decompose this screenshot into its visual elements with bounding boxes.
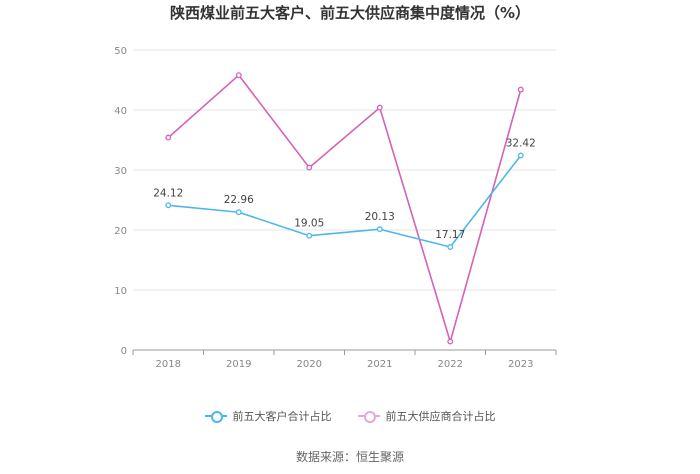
data-label: 20.13 bbox=[365, 211, 395, 223]
series-1-point bbox=[235, 72, 242, 79]
series-0-point bbox=[517, 152, 524, 159]
data-source: 数据来源：恒生聚源 bbox=[295, 450, 404, 464]
data-label: 24.12 bbox=[153, 187, 183, 199]
series-0-point bbox=[447, 244, 454, 250]
legend-marker-customers bbox=[204, 410, 227, 423]
legend: 前五大客户合计占比 前五大供应商合计占比 bbox=[0, 408, 700, 424]
y-tick-label: 50 bbox=[114, 46, 127, 57]
chart-title: 陕西煤业前五大客户、前五大供应商集中度情况（%） bbox=[169, 4, 531, 22]
gridlines bbox=[133, 49, 556, 291]
x-tick-label: 2018 bbox=[156, 359, 181, 370]
data-label: 17.17 bbox=[435, 229, 465, 241]
legend-label-suppliers: 前五大供应商合计占比 bbox=[385, 410, 496, 423]
y-tick-label: 40 bbox=[114, 106, 127, 117]
series-1-point bbox=[447, 338, 454, 345]
y-tick-label: 30 bbox=[114, 166, 127, 177]
data-label: 32.42 bbox=[506, 137, 536, 149]
y-tick-label: 10 bbox=[114, 286, 127, 297]
legend-item-customers[interactable]: 前五大客户合计占比 bbox=[204, 408, 332, 424]
series-0-point bbox=[376, 226, 383, 233]
x-tick-label: 2021 bbox=[367, 359, 392, 370]
series-line-0 bbox=[168, 154, 522, 248]
series-0-point bbox=[165, 202, 172, 209]
legend-label-customers: 前五大客户合计占比 bbox=[232, 410, 332, 423]
x-tick-label: 2019 bbox=[226, 359, 251, 370]
y-tick-label: 20 bbox=[114, 226, 127, 237]
x-tick-label: 2020 bbox=[297, 359, 322, 370]
x-tick-label: 2022 bbox=[438, 359, 463, 370]
y-tick-label: 0 bbox=[121, 346, 127, 357]
series-1-point bbox=[306, 164, 313, 171]
data-label: 19.05 bbox=[294, 218, 324, 230]
data-label: 22.96 bbox=[224, 194, 254, 206]
axes: 0 10 20 30 40 50 2018 2019 2020 2021 2022 2023 bbox=[114, 46, 557, 370]
series-line-1 bbox=[167, 74, 522, 345]
series-0-point bbox=[306, 232, 313, 239]
x-tick-label: 2023 bbox=[508, 359, 533, 370]
series bbox=[165, 72, 524, 345]
legend-item-suppliers[interactable]: 前五大供应商合计占比 bbox=[357, 408, 496, 424]
series-1-point bbox=[376, 104, 383, 111]
series-1-point bbox=[165, 134, 172, 141]
series-1-point bbox=[517, 86, 524, 93]
series-0-point bbox=[235, 209, 242, 216]
data-labels: 24.12 22.96 19.05 20.13 17.17 32.42 bbox=[153, 137, 536, 241]
legend-marker-suppliers bbox=[357, 410, 380, 423]
